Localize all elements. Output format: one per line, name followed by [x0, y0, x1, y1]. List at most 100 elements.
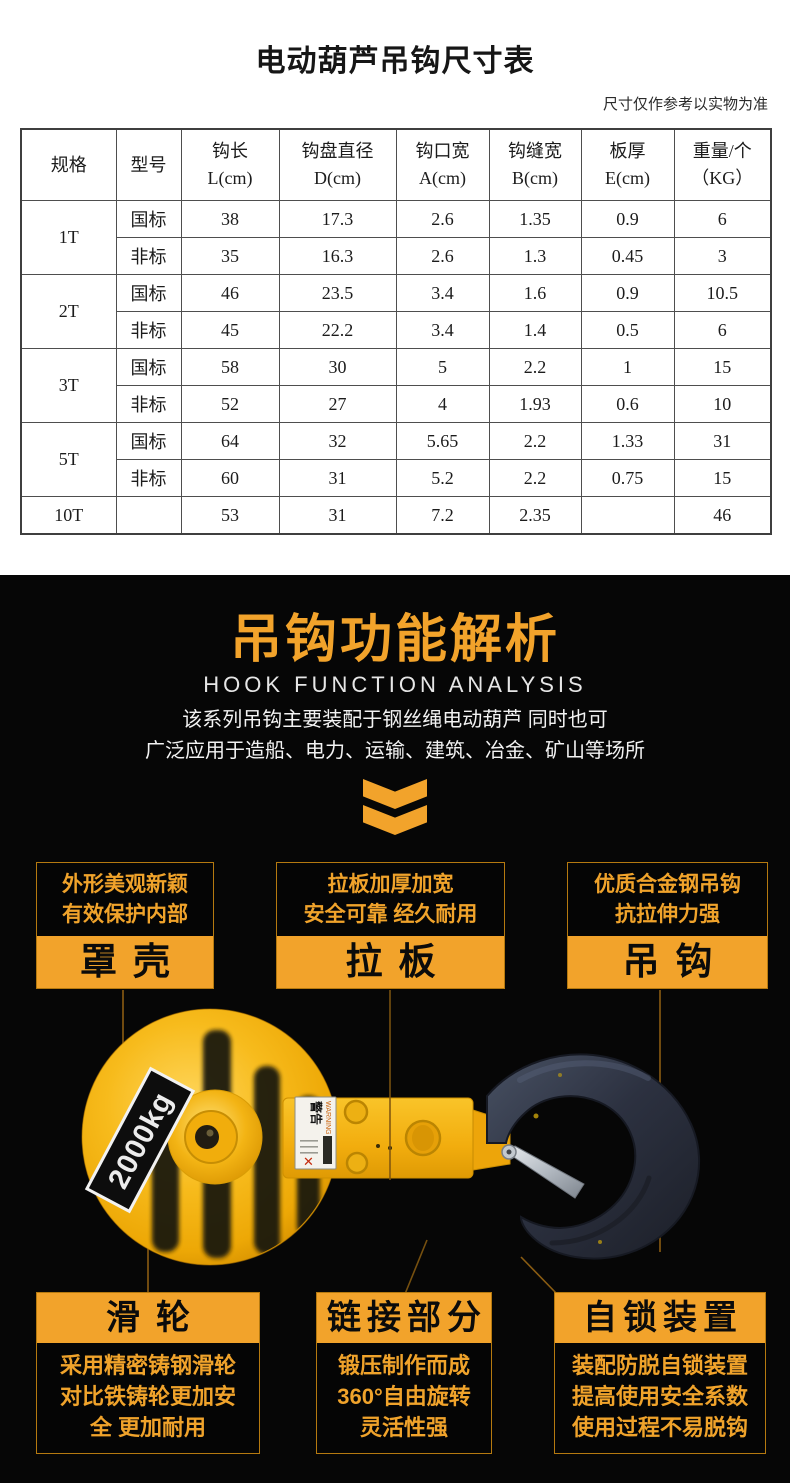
analysis-description-line: 广泛应用于造船、电力、运输、建筑、冶金、矿山等场所: [145, 740, 645, 762]
table-cell: 3: [673, 237, 772, 275]
table-cell: 58: [180, 348, 280, 386]
feature-label: 链接部分: [317, 1293, 491, 1343]
capacity-tag: 2000kg: [84, 1066, 196, 1214]
table-cell: 1.35: [488, 200, 582, 238]
table-cell: 15: [673, 348, 772, 386]
table-cell: 0.75: [580, 459, 675, 497]
table-cell: 53: [180, 496, 280, 535]
table-cell: 22.2: [278, 311, 397, 349]
analysis-subtitle: HOOK FUNCTION ANALYSIS: [203, 672, 587, 697]
table-cell: 32: [278, 422, 397, 460]
callout-connector-lines: [389, 990, 428, 1295]
table-row: 非标 45 22.2 3.4 1.4 0.5 6: [21, 311, 772, 349]
table-cell: 4: [395, 385, 490, 423]
table-cell: 17.3: [278, 200, 397, 238]
table-header-cell: 钩长 L(cm): [180, 128, 280, 201]
table-header-cell: 钩缝宽 B(cm): [488, 128, 582, 201]
feature-box-connection-part: 链接部分 锻压制作而成 360°自由旋转 灵活性强: [316, 1292, 492, 1454]
feature-box-cover-shell: 外形美观新颖 有效保护内部 罩壳: [36, 862, 214, 989]
table-cell: 2.6: [395, 237, 490, 275]
table-cell: 1.93: [488, 385, 582, 423]
table-cell: 2.2: [488, 348, 582, 386]
feature-box-pull-plate: 拉板加厚加宽 安全可靠 经久耐用 拉板: [276, 862, 505, 989]
feature-desc-line: 全 更加耐用: [89, 1415, 207, 1440]
feature-box-pulley: 滑轮 采用精密铸钢滑轮 对比铁铸轮更加安 全 更加耐用: [36, 1292, 260, 1454]
table-header-cell: 重量/个 （KG）: [673, 128, 772, 201]
feature-desc-line: 提高使用安全系数: [571, 1384, 748, 1409]
table-cell: 1.6: [488, 274, 582, 312]
feature-desc-line: 对比铁铸轮更加安: [59, 1384, 236, 1409]
table-cell: 0.9: [580, 274, 675, 312]
table-cell: 10: [673, 385, 772, 423]
double-chevron-down-icon: [363, 779, 427, 835]
table-cell: 国标: [115, 200, 182, 238]
spec-note: 尺寸仅作参考以实物为准: [602, 97, 768, 113]
table-header-row: 规格 型号 钩长 L(cm) 钩盘直径 D(cm) 钩口宽 A(cm) 钩缝宽 B(cm…: [20, 128, 772, 201]
table-cell: 2.2: [488, 422, 582, 460]
feature-desc-line: 安全可靠 经久耐用: [303, 903, 478, 926]
analysis-description-line: 该系列吊钩主要装配于钢丝绳电动葫芦 同时也可: [182, 709, 608, 731]
table-row: 非标 60 31 5.2 2.2 0.75 15: [21, 459, 772, 497]
table-row: 3T 国标 58 30 5 2.2 1 15: [20, 348, 772, 423]
table-cell: 46: [180, 274, 280, 312]
feature-desc-line: 360°自由旋转: [337, 1384, 471, 1409]
table-cell: 31: [278, 459, 397, 497]
table-cell: 23.5: [278, 274, 397, 312]
table-cell: 非标: [115, 385, 182, 423]
hook-analysis-section: 吊钩功能解析 HOOK FUNCTION ANALYSIS 该系列吊钩主要装配于…: [0, 575, 790, 1483]
feature-label: 滑轮: [37, 1293, 259, 1343]
feature-label: 自锁装置: [555, 1293, 765, 1343]
table-cell: 国标: [115, 422, 182, 460]
analysis-description: 该系列吊钩主要装配于钢丝绳电动葫芦 同时也可 广泛应用于造船、电力、运输、建筑、…: [0, 705, 790, 767]
table-cell: 38: [180, 200, 280, 238]
table-cell: 2.2: [488, 459, 582, 497]
table-cell: 31: [673, 422, 772, 460]
safety-latch: [501, 1144, 585, 1199]
table-cell: 0.9: [580, 200, 675, 238]
feature-desc-line: 装配防脱自锁装置: [571, 1353, 748, 1378]
table-row: 10T 53 31 7.2 2.35 46: [20, 496, 772, 535]
table-cell: [115, 496, 182, 535]
warning-sticker-en: WARNING: [324, 1101, 331, 1135]
table-cell: 国标: [115, 274, 182, 312]
table-row: 1T 国标 38 17.3 2.6 1.35 0.9 6: [20, 200, 772, 275]
table-cell: 0.6: [580, 385, 675, 423]
hook-body: [486, 1053, 701, 1260]
table-cell: 10.5: [673, 274, 772, 312]
feature-desc-line: 灵活性强: [359, 1415, 448, 1440]
feature-desc-line: 拉板加厚加宽: [327, 873, 454, 896]
table-cell: 0.5: [580, 311, 675, 349]
table-cell: 非标: [115, 237, 182, 275]
table-row: 5T 国标 64 32 5.65 2.2 1.33 31: [20, 422, 772, 497]
bolt: [343, 1099, 369, 1125]
table-cell: 3T: [20, 348, 117, 423]
feature-desc-line: 有效保护内部: [62, 903, 188, 926]
feature-desc-line: 锻压制作而成: [337, 1353, 470, 1378]
table-cell: 0.45: [580, 237, 675, 275]
table-cell: 2.6: [395, 200, 490, 238]
table-cell: 60: [180, 459, 280, 497]
table-cell: 3.4: [395, 274, 490, 312]
table-cell: 15: [673, 459, 772, 497]
table-cell: 27: [278, 385, 397, 423]
warning-sticker: 警告 WARNING ✕: [294, 1096, 337, 1170]
table-cell: 1.3: [488, 237, 582, 275]
analysis-title: 吊钩功能解析: [229, 611, 560, 669]
feature-desc-line: 优质合金钢吊钩: [594, 873, 741, 896]
feature-desc-line: 使用过程不易脱钩: [571, 1415, 748, 1440]
table-cell: 52: [180, 385, 280, 423]
table-cell: 3.4: [395, 311, 490, 349]
table-cell: 2T: [20, 274, 117, 349]
feature-box-hook: 优质合金钢吊钩 抗拉伸力强 吊钩: [567, 862, 768, 989]
feature-desc-line: 采用精密铸钢滑轮: [59, 1353, 236, 1378]
table-cell: 46: [673, 496, 772, 535]
table-cell: 64: [180, 422, 280, 460]
table-cell: 6: [673, 200, 772, 238]
table-cell: 31: [278, 496, 397, 535]
feature-label: 吊钩: [568, 936, 767, 988]
spec-table: 规格 型号 钩长 L(cm) 钩盘直径 D(cm) 钩口宽 A(cm) 钩缝宽 B(cm…: [20, 128, 772, 535]
table-cell: 35: [180, 237, 280, 275]
table-cell: 1: [580, 348, 675, 386]
page-title: 电动葫芦吊钩尺寸表: [255, 45, 535, 78]
